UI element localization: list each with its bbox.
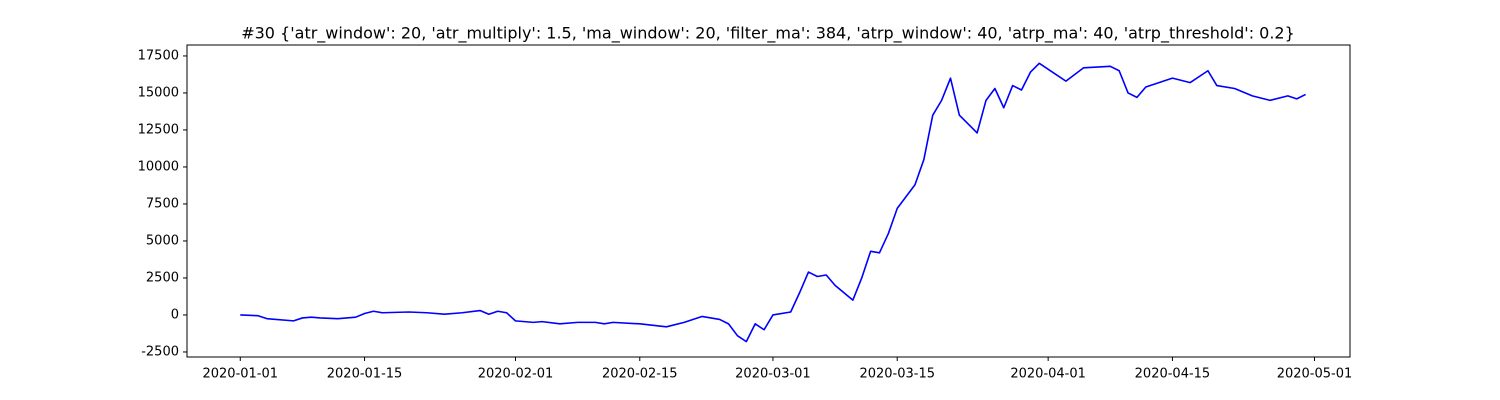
plot-frame	[186, 44, 1351, 358]
y-tick-label: 17500	[138, 48, 179, 63]
x-tick-label: 2020-02-01	[478, 367, 554, 382]
y-tick-label: 7500	[146, 196, 179, 211]
x-tick-label: 2020-03-15	[859, 367, 935, 382]
x-tick-label: 2020-02-15	[602, 367, 678, 382]
x-tick-label: 2020-01-01	[202, 367, 278, 382]
y-tick-label: 15000	[138, 85, 179, 100]
x-tick-label: 2020-04-01	[1010, 367, 1086, 382]
y-tick-label: 2500	[146, 270, 179, 285]
x-tick-label: 2020-03-01	[735, 367, 811, 382]
chart-title: #30 {'atr_window': 20, 'atr_multiply': 1…	[241, 24, 1295, 44]
line-series	[240, 62, 1306, 343]
x-tick-label: 2020-05-01	[1277, 367, 1353, 382]
y-tick-label: 10000	[138, 159, 179, 174]
y-tick-label: 5000	[146, 233, 179, 248]
y-tick-label: -2500	[141, 344, 179, 359]
y-tick-label: 0	[171, 307, 179, 322]
x-tick-label: 2020-01-15	[327, 367, 403, 382]
y-tick-label: 12500	[138, 122, 179, 137]
x-tick-label: 2020-04-15	[1135, 367, 1211, 382]
